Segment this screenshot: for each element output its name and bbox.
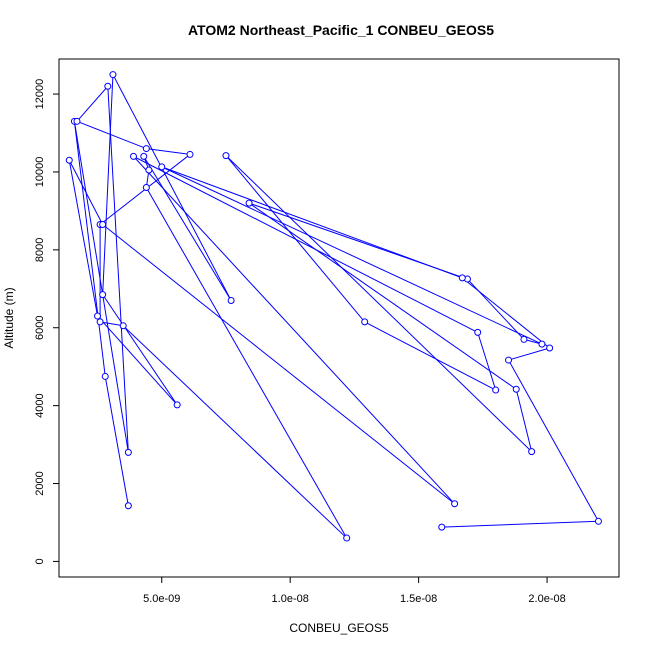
line-segment [97, 315, 178, 406]
line-segment [112, 74, 232, 301]
x-tick-label: 1.0e-08 [272, 593, 309, 605]
line-segment [104, 376, 129, 506]
line-segment [107, 86, 129, 453]
data-point [99, 221, 107, 229]
x-tick-label: 2.0e-08 [528, 593, 565, 605]
line-segment [68, 160, 99, 317]
x-tick-label: 5.0e-09 [143, 593, 180, 605]
data-point [96, 318, 104, 326]
data-point [129, 152, 137, 160]
line-segment [146, 148, 191, 155]
data-point [222, 152, 230, 160]
chart-title: ATOM2 Northeast_Pacific_1 CONBEU_GEOS5 [188, 22, 494, 38]
data-point [186, 150, 194, 158]
data-point [451, 500, 459, 508]
data-point [94, 312, 102, 320]
data-point [145, 166, 153, 174]
line-segment [73, 121, 129, 453]
data-point [142, 145, 150, 153]
line-segment [143, 156, 232, 301]
data-point [245, 199, 253, 207]
data-point [505, 356, 513, 364]
line-segment [73, 121, 106, 377]
data-points [65, 71, 602, 542]
y-axis-label: Altitude (m) [2, 287, 16, 348]
line-segment [225, 155, 533, 452]
line-segment [145, 187, 348, 539]
y-tick-label: 6000 [34, 315, 46, 339]
data-point [492, 386, 500, 394]
line-segment [161, 166, 543, 345]
x-axis: 5.0e-09 1.0e-08 1.5e-08 2.0e-08 [143, 576, 566, 605]
data-point [227, 296, 235, 304]
y-axis: 0 2000 4000 6000 8000 10000 12000 [34, 79, 60, 564]
line-segment [76, 120, 147, 150]
line-segment [161, 166, 463, 279]
data-point [142, 184, 150, 192]
line-segment [508, 359, 599, 522]
line-segment [364, 321, 496, 391]
data-point [158, 163, 166, 171]
line-segment [461, 277, 550, 349]
data-point [512, 385, 520, 393]
data-point [73, 117, 81, 125]
line-segment [248, 202, 517, 390]
data-point [101, 372, 109, 380]
data-point [104, 82, 112, 90]
x-tick-label: 1.5e-08 [400, 593, 437, 605]
data-point [520, 335, 528, 343]
line-segment [122, 325, 348, 539]
y-tick-label: 10000 [34, 157, 46, 188]
data-point [119, 322, 127, 330]
line-segment [102, 74, 114, 295]
line-segment [508, 347, 550, 361]
y-tick-label: 2000 [34, 471, 46, 495]
data-point [343, 534, 351, 542]
data-point [65, 156, 73, 164]
data-point [99, 291, 107, 299]
data-point [438, 523, 446, 531]
y-tick-label: 12000 [34, 79, 46, 110]
data-point [124, 448, 132, 456]
y-tick-label: 4000 [34, 393, 46, 417]
line-segment [68, 160, 104, 225]
line-segment [515, 389, 533, 452]
data-point [173, 401, 181, 409]
data-point [538, 340, 546, 348]
y-tick-label: 8000 [34, 238, 46, 262]
data-point [528, 448, 536, 456]
line-segment [76, 85, 109, 122]
data-point [546, 344, 554, 352]
data-point [109, 71, 117, 79]
line-segment [102, 224, 455, 505]
line-segment [133, 156, 455, 505]
data-point [140, 152, 148, 160]
line-segment [441, 520, 599, 528]
data-point [124, 502, 132, 510]
y-tick-label: 0 [34, 558, 46, 564]
line-segment [102, 294, 178, 406]
data-point [458, 274, 466, 282]
line-segment [133, 155, 478, 333]
line-segment [225, 155, 366, 323]
series-line [68, 74, 599, 539]
data-point [474, 328, 482, 336]
data-point [594, 517, 602, 525]
line-segment [477, 332, 497, 391]
x-axis-label: CONBEU_GEOS5 [289, 621, 389, 635]
data-point [361, 318, 369, 326]
